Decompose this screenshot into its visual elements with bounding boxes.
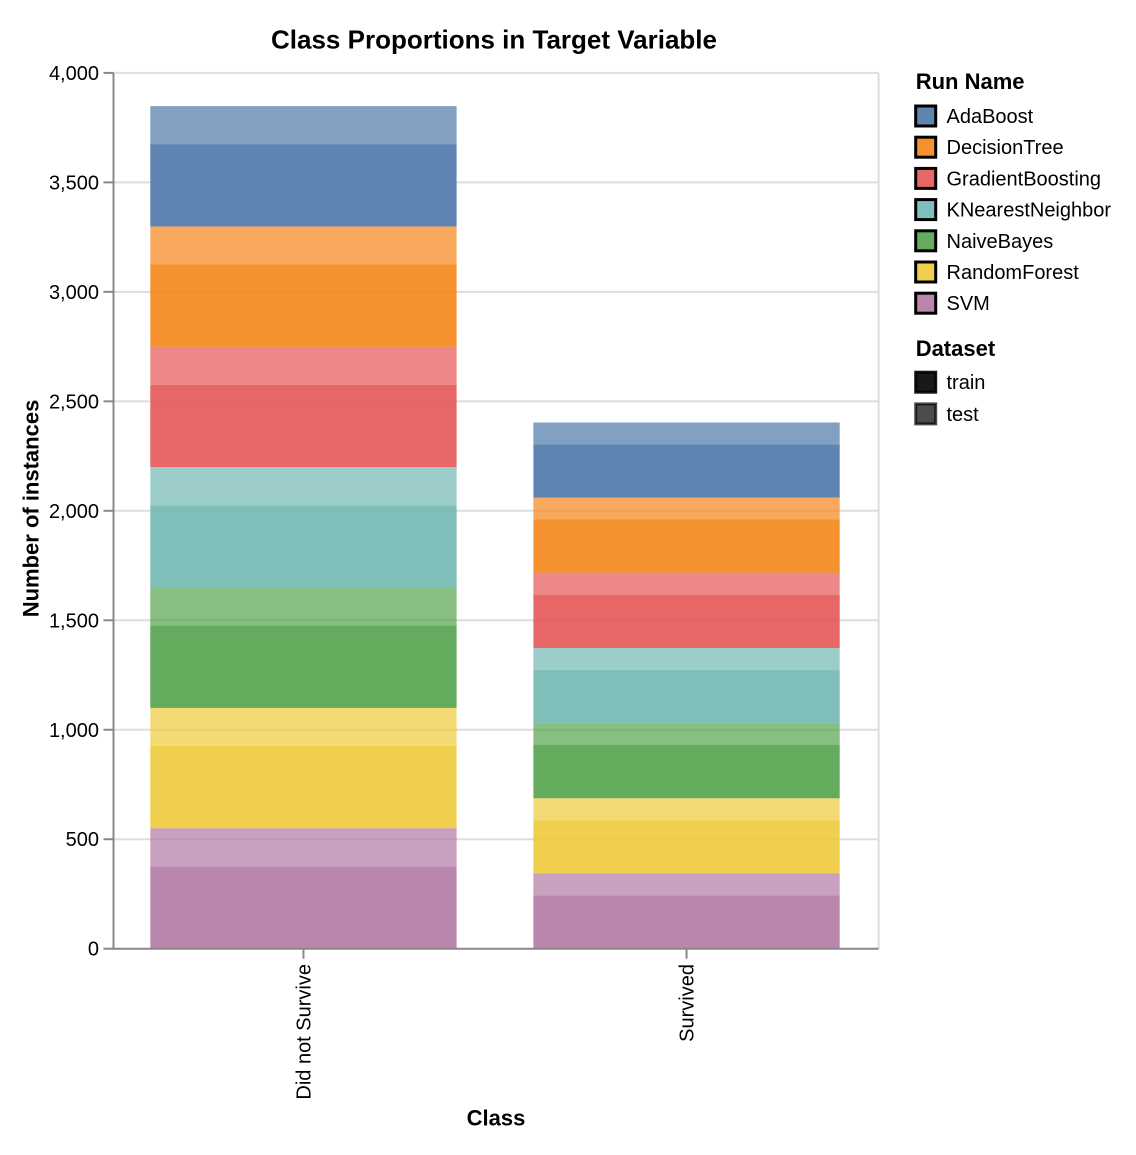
svg-text:1,000: 1,000 [49, 720, 99, 742]
svg-text:Dataset: Dataset [916, 336, 996, 361]
svg-text:test: test [947, 404, 980, 426]
svg-text:Survived: Survived [677, 964, 699, 1042]
svg-text:RandomForest: RandomForest [947, 262, 1080, 284]
svg-text:AdaBoost: AdaBoost [947, 106, 1034, 128]
svg-text:4,000: 4,000 [49, 63, 99, 85]
svg-text:Number of instances: Number of instances [19, 400, 44, 618]
svg-text:train: train [947, 372, 986, 394]
svg-text:Class Proportions in Target Va: Class Proportions in Target Variable [271, 24, 717, 54]
svg-text:SVM: SVM [947, 293, 990, 315]
svg-text:0: 0 [88, 939, 99, 961]
svg-text:3,000: 3,000 [49, 282, 99, 304]
svg-text:GradientBoosting: GradientBoosting [947, 168, 1102, 190]
svg-text:DecisionTree: DecisionTree [947, 137, 1064, 159]
svg-text:Run Name: Run Name [916, 69, 1025, 94]
svg-text:Class: Class [467, 1105, 526, 1130]
svg-text:Did not Survive: Did not Survive [293, 964, 315, 1100]
svg-text:NaiveBayes: NaiveBayes [947, 231, 1054, 253]
svg-text:2,000: 2,000 [49, 501, 99, 523]
svg-text:KNearestNeighbor: KNearestNeighbor [947, 200, 1112, 222]
svg-text:500: 500 [66, 829, 99, 851]
svg-text:3,500: 3,500 [49, 172, 99, 194]
svg-text:1,500: 1,500 [49, 610, 99, 632]
svg-text:2,500: 2,500 [49, 391, 99, 413]
